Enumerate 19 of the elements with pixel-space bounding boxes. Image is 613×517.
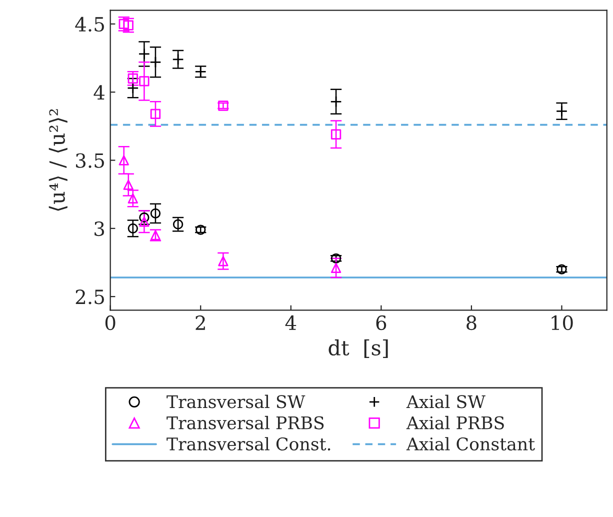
legend-label: Axial SW — [406, 394, 486, 408]
legend-label: Axial PRBS — [406, 416, 504, 430]
y-tick-label: 2.5 — [76, 290, 104, 304]
x-tick-label: 10 — [552, 315, 573, 330]
legend-label: Transversal SW — [166, 394, 306, 408]
x-tick-label: 6 — [376, 315, 386, 330]
x-tick-label: 4 — [285, 315, 296, 330]
y-tick-label: 4 — [94, 85, 104, 100]
y-tick-label: 3 — [94, 221, 104, 236]
y-tick-label: 4.5 — [75, 16, 104, 32]
x-axis-title: dt [s] — [328, 339, 388, 358]
y-axis-title: ⟨u⁴⟩ / ⟨u²⟩² — [48, 109, 68, 211]
y-tick-label: 3.5 — [76, 153, 104, 168]
x-tick-label: 0 — [105, 315, 116, 330]
x-tick-label: 8 — [466, 315, 476, 330]
x-tick-label: 2 — [196, 315, 205, 330]
legend-label: Axial Constant — [406, 437, 535, 451]
legend-label: Transversal Const. — [166, 437, 330, 451]
legend-label: Transversal PRBS — [166, 416, 324, 430]
